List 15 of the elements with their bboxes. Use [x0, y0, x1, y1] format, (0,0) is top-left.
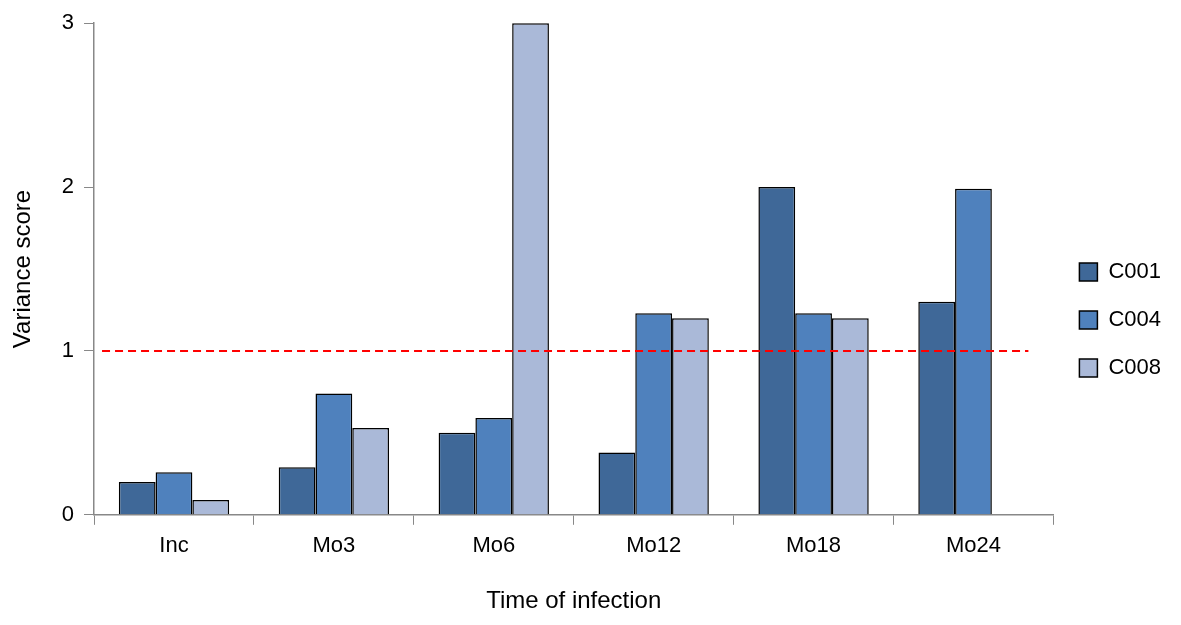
x-axis-title: Time of infection — [486, 586, 662, 614]
x-tick-label: Inc — [159, 532, 189, 558]
y-tick-label: 3 — [61, 9, 75, 35]
legend-label: C008 — [1108, 354, 1161, 380]
y-tick-label: 0 — [61, 500, 75, 526]
y-axis-title: Variance score — [8, 189, 36, 349]
y-tick-label: 1 — [61, 337, 75, 362]
x-tick-label: Mo12 — [626, 532, 682, 558]
y-tick-label: 2 — [61, 173, 75, 199]
legend-label: C004 — [1108, 306, 1161, 332]
x-tick-label: Mo3 — [312, 532, 356, 558]
x-tick-label: Mo24 — [945, 532, 1001, 558]
x-tick-label: Mo6 — [472, 532, 516, 558]
x-tick-label: Mo18 — [786, 532, 842, 558]
legend-label: C001 — [1108, 258, 1161, 284]
